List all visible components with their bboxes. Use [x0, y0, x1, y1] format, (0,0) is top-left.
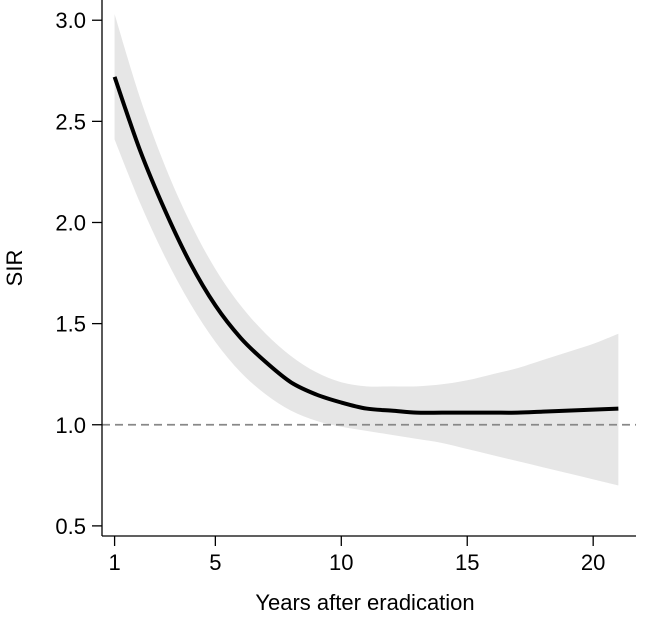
series-line-layer: [112, 76, 619, 415]
x-axis-title: Years after eradication: [255, 590, 474, 615]
y-tick-label: 1.0: [55, 413, 86, 438]
x-tick-label: 5: [209, 550, 221, 575]
axes-layer: [101, 0, 636, 537]
confidence-band: [114, 14, 619, 486]
x-tick-label: 1: [108, 550, 120, 575]
x-ticks: 1 5 10 15 20: [108, 536, 605, 575]
y-tick-label: 1.5: [55, 312, 86, 337]
y-tick-label: 2.0: [55, 210, 86, 235]
confidence-band-layer: [114, 14, 619, 486]
y-ticks: 0.5 1.0 1.5 2.0 2.5 3.0: [55, 8, 102, 539]
x-tick-label: 20: [581, 550, 605, 575]
y-tick-label: 3.0: [55, 8, 86, 33]
sir-series-line: [112, 76, 619, 415]
y-tick-label: 0.5: [55, 514, 86, 539]
y-axis-title: SIR: [2, 250, 27, 287]
y-tick-label: 2.5: [55, 109, 86, 134]
x-tick-label: 10: [329, 550, 353, 575]
x-tick-label: 15: [455, 550, 479, 575]
